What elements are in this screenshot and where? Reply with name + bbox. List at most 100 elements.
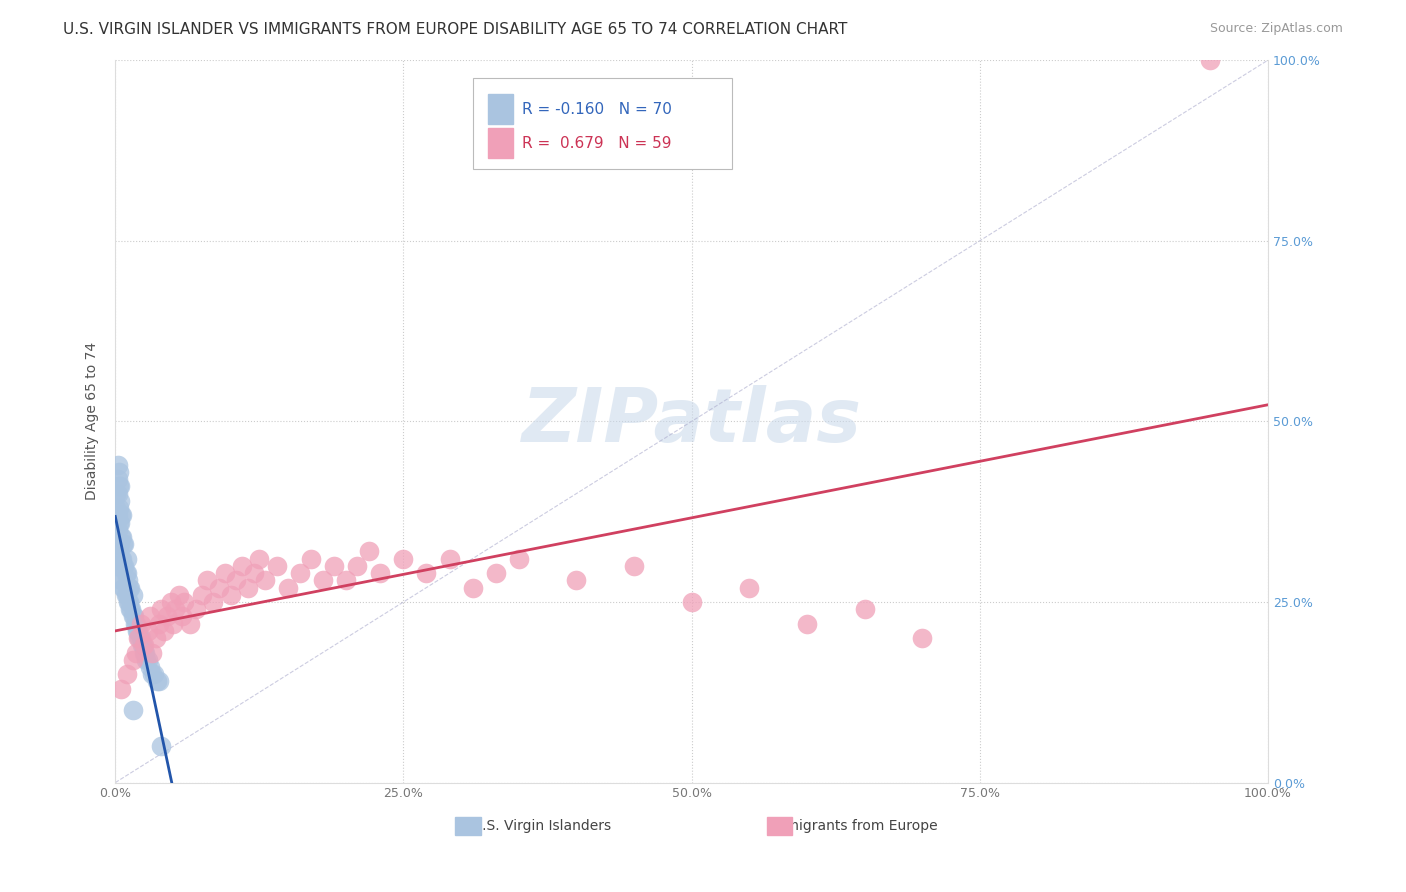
Text: R = -0.160   N = 70: R = -0.160 N = 70 xyxy=(522,102,672,117)
Point xyxy=(122,609,145,624)
Point xyxy=(118,581,141,595)
Point xyxy=(112,537,135,551)
Point xyxy=(323,558,346,573)
Text: U.S. VIRGIN ISLANDER VS IMMIGRANTS FROM EUROPE DISABILITY AGE 65 TO 74 CORRELATI: U.S. VIRGIN ISLANDER VS IMMIGRANTS FROM … xyxy=(63,22,848,37)
Point xyxy=(236,581,259,595)
Point xyxy=(114,537,136,551)
Point xyxy=(346,558,368,573)
Point xyxy=(121,703,143,717)
Point xyxy=(335,574,357,588)
Point xyxy=(214,566,236,580)
Point xyxy=(108,516,131,530)
Point xyxy=(225,574,247,588)
Point xyxy=(202,595,225,609)
Point xyxy=(114,558,136,573)
Point xyxy=(107,544,129,558)
Point xyxy=(461,581,484,595)
Point xyxy=(135,653,157,667)
Point xyxy=(117,595,139,609)
Point xyxy=(110,681,132,696)
Point xyxy=(853,602,876,616)
Point xyxy=(139,609,162,624)
Point xyxy=(117,574,139,588)
Point xyxy=(107,479,129,493)
Point xyxy=(105,558,128,573)
Point xyxy=(107,516,129,530)
Bar xyxy=(766,817,792,835)
Point xyxy=(145,631,167,645)
Point xyxy=(120,581,142,595)
Point xyxy=(115,588,138,602)
Point xyxy=(173,595,195,609)
Point xyxy=(111,574,134,588)
Point xyxy=(107,558,129,573)
Point xyxy=(254,574,277,588)
Point xyxy=(1199,53,1222,67)
Point xyxy=(129,631,152,645)
Point xyxy=(105,537,128,551)
Point xyxy=(125,616,148,631)
Point xyxy=(392,551,415,566)
Point xyxy=(114,588,136,602)
Point xyxy=(565,574,588,588)
Point xyxy=(120,602,142,616)
Point xyxy=(508,551,530,566)
Point xyxy=(128,631,150,645)
Point xyxy=(115,551,138,566)
Point xyxy=(110,530,132,544)
Point xyxy=(796,616,818,631)
Point xyxy=(299,551,322,566)
Point xyxy=(139,660,162,674)
Point xyxy=(124,616,146,631)
Point xyxy=(111,508,134,523)
FancyBboxPatch shape xyxy=(472,78,733,169)
Point xyxy=(118,595,141,609)
Point xyxy=(120,602,142,616)
Point xyxy=(134,646,156,660)
Point xyxy=(115,566,138,580)
Point xyxy=(107,508,129,523)
Point xyxy=(108,493,131,508)
Point xyxy=(415,566,437,580)
Point xyxy=(105,486,128,500)
Point xyxy=(105,501,128,516)
Point xyxy=(107,501,129,516)
Point xyxy=(125,646,148,660)
Point xyxy=(277,581,299,595)
Point xyxy=(112,558,135,573)
Text: ZIPatlas: ZIPatlas xyxy=(522,384,862,458)
Point xyxy=(150,739,173,754)
Bar xyxy=(488,94,513,125)
Point xyxy=(127,624,149,638)
Point xyxy=(266,558,288,573)
Point xyxy=(105,516,128,530)
Text: Source: ZipAtlas.com: Source: ZipAtlas.com xyxy=(1209,22,1343,36)
Point xyxy=(107,465,129,479)
Point xyxy=(190,588,212,602)
Point xyxy=(110,508,132,523)
Point xyxy=(114,581,136,595)
Point xyxy=(148,616,170,631)
Point xyxy=(623,558,645,573)
Point xyxy=(208,581,231,595)
Bar xyxy=(456,817,481,835)
Point xyxy=(108,537,131,551)
Point xyxy=(439,551,461,566)
Point xyxy=(111,551,134,566)
Point xyxy=(112,581,135,595)
Point xyxy=(738,581,761,595)
Point xyxy=(312,574,335,588)
Point xyxy=(108,558,131,573)
Point xyxy=(681,595,703,609)
Point xyxy=(121,609,143,624)
Point xyxy=(131,638,153,652)
Point xyxy=(107,523,129,537)
Point xyxy=(136,624,159,638)
Point xyxy=(156,609,179,624)
Point xyxy=(165,602,187,616)
Point xyxy=(150,602,173,616)
Point xyxy=(132,638,155,652)
Point xyxy=(108,479,131,493)
Point xyxy=(143,667,166,681)
Point xyxy=(132,646,155,660)
